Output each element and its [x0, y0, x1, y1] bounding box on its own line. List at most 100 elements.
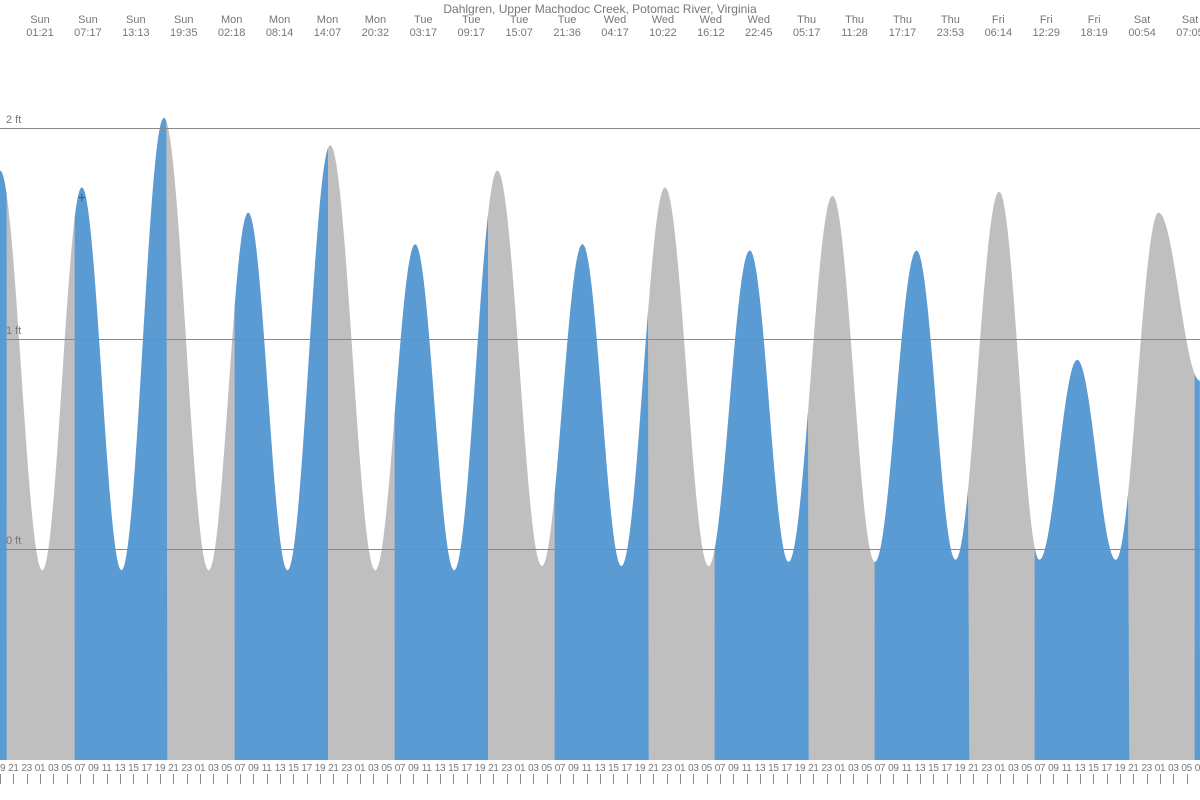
x-axis-tick-mark — [733, 774, 734, 784]
x-axis-tick-label: 13 — [115, 763, 126, 774]
x-axis-tick-mark — [667, 774, 668, 784]
x-axis-tick-label: 21 — [168, 763, 179, 774]
x-axis-tick-mark — [187, 774, 188, 784]
x-axis-tick-mark — [173, 774, 174, 784]
x-axis-tick-mark — [760, 774, 761, 784]
x-axis-tick-label: 19 — [955, 763, 966, 774]
x-axis-tick-mark — [253, 774, 254, 784]
x-axis-tick-mark — [147, 774, 148, 784]
x-axis-tick-mark — [707, 774, 708, 784]
x-axis-tick-mark — [1093, 774, 1094, 784]
x-axis-tick-mark — [120, 774, 121, 784]
x-axis-tick-label: 01 — [35, 763, 46, 774]
x-axis-tick-mark — [573, 774, 574, 784]
x-axis-tick-mark — [213, 774, 214, 784]
x-axis-tick-mark — [533, 774, 534, 784]
x-axis-tick-mark — [27, 774, 28, 784]
x-axis-tick-mark — [640, 774, 641, 784]
x-axis-tick-mark — [1040, 774, 1041, 784]
x-axis-tick-mark — [1107, 774, 1108, 784]
top-axis-label: Thu17:17 — [881, 14, 925, 40]
x-axis-tick-label: 09 — [248, 763, 259, 774]
x-axis-tick-label: 11 — [262, 763, 272, 774]
top-axis-label: Fri12:29 — [1024, 14, 1068, 40]
x-axis-tick-label: 11 — [422, 763, 432, 774]
x-axis-tick-mark — [53, 774, 54, 784]
x-axis-tick-label: 15 — [608, 763, 619, 774]
marker-plus: + — [78, 189, 86, 205]
top-axis-label: Sun01:21 — [18, 14, 62, 40]
x-axis-tick-mark — [67, 774, 68, 784]
x-axis-tick-mark — [547, 774, 548, 784]
tide-area-day — [1195, 374, 1200, 760]
x-axis-tick-label: 09 — [888, 763, 899, 774]
x-axis-tick-mark — [40, 774, 41, 784]
top-axis-label: Tue09:17 — [449, 14, 493, 40]
x-axis-tick-mark — [613, 774, 614, 784]
x-axis-tick-label: 13 — [915, 763, 926, 774]
x-axis-tick-mark — [160, 774, 161, 784]
x-axis-tick-label: 19 — [0, 763, 5, 774]
tide-area-day — [555, 244, 649, 760]
x-axis-tick-label: 07 — [1195, 763, 1200, 774]
x-axis-tick-mark — [373, 774, 374, 784]
x-axis-tick-mark — [800, 774, 801, 784]
x-axis-tick-label: 23 — [981, 763, 992, 774]
x-axis-tick-mark — [227, 774, 228, 784]
top-axis-label: Fri06:14 — [976, 14, 1020, 40]
x-axis-tick-label: 07 — [75, 763, 86, 774]
x-axis-tick-label: 01 — [355, 763, 366, 774]
x-axis-tick-label: 07 — [1035, 763, 1046, 774]
top-axis-label: Mon08:14 — [258, 14, 302, 40]
x-axis-tick-mark — [627, 774, 628, 784]
x-axis-tick-label: 15 — [128, 763, 139, 774]
top-axis-label: Wed16:12 — [689, 14, 733, 40]
top-axis-label: Wed04:17 — [593, 14, 637, 40]
x-axis-tick-label: 23 — [1141, 763, 1152, 774]
x-axis-tick-mark — [560, 774, 561, 784]
x-axis-tick-mark — [1013, 774, 1014, 784]
top-axis-label: Tue15:07 — [497, 14, 541, 40]
x-axis-tick-mark — [600, 774, 601, 784]
x-axis-tick-mark — [933, 774, 934, 784]
x-axis-tick-label: 09 — [408, 763, 419, 774]
x-axis-tick-label: 11 — [102, 763, 112, 774]
x-axis-tick-label: 03 — [848, 763, 859, 774]
tide-area-day — [235, 148, 328, 760]
x-axis-tick-label: 19 — [795, 763, 806, 774]
x-axis-tick-label: 17 — [781, 763, 792, 774]
x-axis-tick-label: 11 — [742, 763, 752, 774]
x-axis-tick-label: 19 — [475, 763, 486, 774]
x-axis-tick-label: 11 — [582, 763, 592, 774]
x-axis-tick-mark — [480, 774, 481, 784]
x-axis-tick-label: 15 — [1088, 763, 1099, 774]
top-axis-label: Thu11:28 — [833, 14, 877, 40]
x-axis-tick-label: 05 — [861, 763, 872, 774]
x-axis-tick-label: 01 — [515, 763, 526, 774]
tide-area-day — [875, 250, 970, 760]
x-axis-tick-mark — [93, 774, 94, 784]
x-axis-tick-mark — [680, 774, 681, 784]
y-gridline — [0, 339, 1200, 340]
x-axis-tick-mark — [853, 774, 854, 784]
top-axis-label: Tue21:36 — [545, 14, 589, 40]
x-axis-tick-mark — [413, 774, 414, 784]
x-axis-tick-mark — [947, 774, 948, 784]
x-axis-tick-mark — [400, 774, 401, 784]
x-axis-tick-mark — [293, 774, 294, 784]
x-axis-tick-mark — [827, 774, 828, 784]
x-axis-tick-mark — [693, 774, 694, 784]
x-axis-tick-label: 07 — [715, 763, 726, 774]
x-axis-tick-mark — [133, 774, 134, 784]
x-axis-tick-label: 01 — [835, 763, 846, 774]
x-axis-tick-label: 13 — [1075, 763, 1086, 774]
x-axis-tick-mark — [507, 774, 508, 784]
x-axis-tick-label: 03 — [368, 763, 379, 774]
y-axis-label: 1 ft — [6, 325, 21, 339]
x-axis-tick-label: 15 — [928, 763, 939, 774]
x-axis-tick-label: 07 — [395, 763, 406, 774]
x-axis-tick-label: 23 — [21, 763, 32, 774]
x-axis-tick-mark — [813, 774, 814, 784]
top-axis-label: Wed22:45 — [737, 14, 781, 40]
x-axis-tick-mark — [880, 774, 881, 784]
